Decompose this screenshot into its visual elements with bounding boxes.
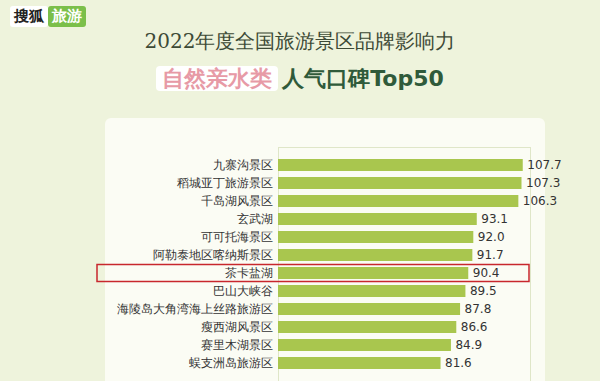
svg-text:81.6: 81.6 <box>445 356 472 370</box>
svg-text:92.0: 92.0 <box>478 230 505 244</box>
html-text:2022年度全国旅游景区品牌影响力: 2022年度全国旅游景区品牌影响力 <box>144 29 456 53</box>
svg-text:90.4: 90.4 <box>473 266 500 280</box>
svg-text:89.5: 89.5 <box>470 284 497 298</box>
svg-text:87.8: 87.8 <box>465 302 492 316</box>
svg-text:稻城亚丁旅游景区: 稻城亚丁旅游景区 <box>177 176 273 190</box>
svg-text:玄武湖: 玄武湖 <box>237 212 273 226</box>
svg-text:千岛湖风景区: 千岛湖风景区 <box>201 194 273 208</box>
svg-text:107.7: 107.7 <box>527 158 561 172</box>
html-text:旅游: 旅游 <box>52 7 82 25</box>
svg-text:84.9: 84.9 <box>455 338 482 352</box>
svg-text:阿勒泰地区喀纳斯景区: 阿勒泰地区喀纳斯景区 <box>153 248 273 262</box>
svg-text:可可托海景区: 可可托海景区 <box>201 230 273 244</box>
svg-text:86.6: 86.6 <box>461 320 488 334</box>
svg-text:93.1: 93.1 <box>481 212 508 226</box>
svg-text:蜈支洲岛旅游区: 蜈支洲岛旅游区 <box>189 356 273 370</box>
svg-text:海陵岛大角湾海上丝路旅游区: 海陵岛大角湾海上丝路旅游区 <box>117 302 273 316</box>
svg-text:106.3: 106.3 <box>523 194 557 208</box>
svg-text:107.3: 107.3 <box>526 176 560 190</box>
svg-text:巴山大峡谷: 巴山大峡谷 <box>213 284 273 298</box>
svg-text:九寨沟景区: 九寨沟景区 <box>213 158 273 172</box>
svg-text:赛里木湖景区: 赛里木湖景区 <box>201 338 273 352</box>
svg-text:茶卡盐湖: 茶卡盐湖 <box>225 266 273 280</box>
svg-text:91.7: 91.7 <box>477 248 504 262</box>
html-text:自然亲水类: 自然亲水类 <box>162 66 273 91</box>
html-text:搜狐: 搜狐 <box>14 7 44 25</box>
html-text:人气口碑Top50: 人气口碑Top50 <box>282 66 444 91</box>
svg-text:瘦西湖风景区: 瘦西湖风景区 <box>201 320 273 334</box>
